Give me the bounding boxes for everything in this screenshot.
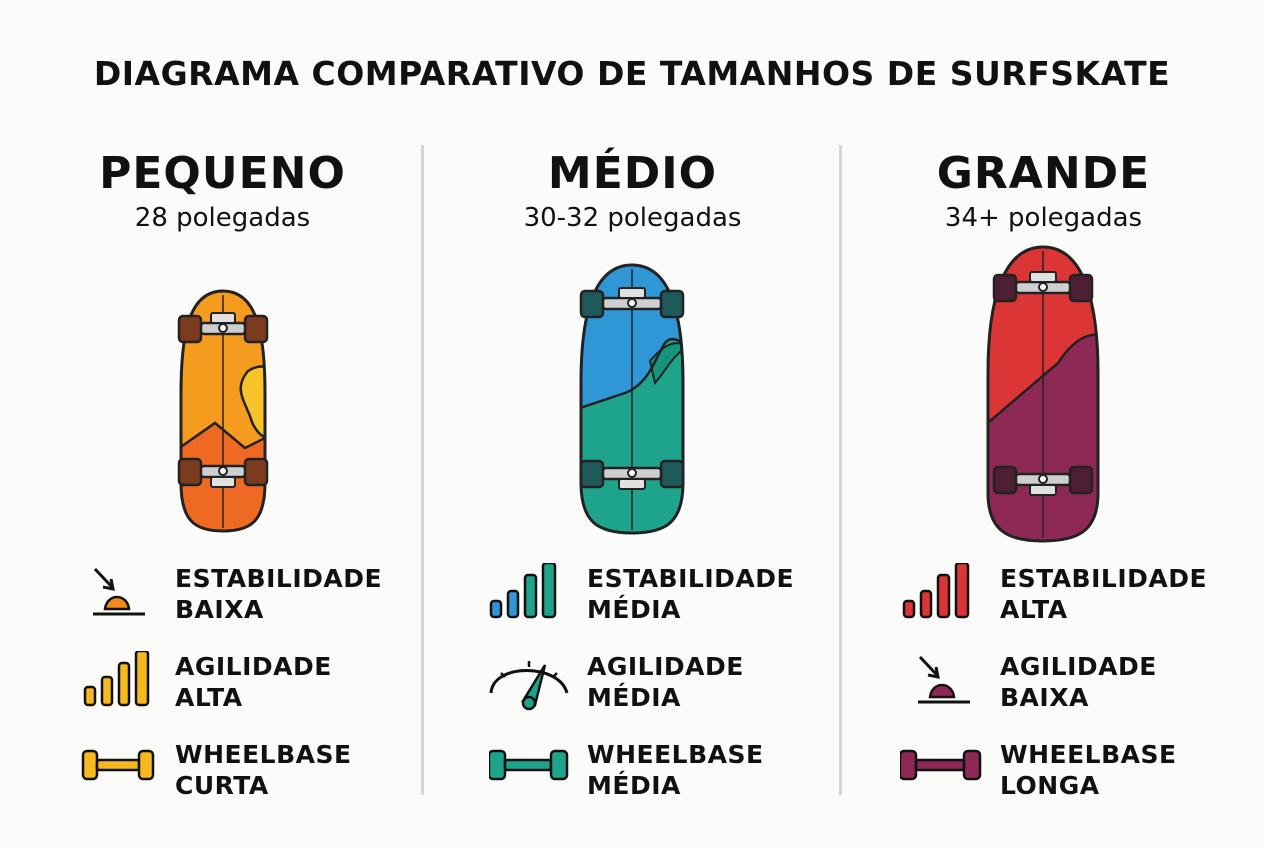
attr-value: LONGA: [1000, 771, 1100, 800]
attr-value: CURTA: [175, 771, 269, 800]
attr-agility: AGILIDADE BAIXA: [836, 651, 1251, 729]
attr-label: WHEELBASE: [175, 740, 352, 769]
axle-icon: [489, 749, 569, 781]
column-medium: MÉDIO 30-32 polegadas: [425, 145, 840, 825]
attr-value: MÉDIA: [587, 771, 681, 800]
bars-icon: [489, 563, 557, 619]
attr-agility: AGILIDADE ALTA: [15, 651, 430, 729]
axle-icon: [900, 749, 982, 781]
low-dome-icon: [918, 655, 970, 704]
low-dome-icon: [93, 567, 145, 616]
attr-label: WHEELBASE: [587, 740, 764, 769]
attr-value: ALTA: [175, 683, 243, 712]
attr-value: MÉDIA: [587, 595, 681, 624]
surfskate-large-icon: [986, 245, 1100, 543]
attr-label: WHEELBASE: [1000, 740, 1177, 769]
column-large: GRANDE 34+ polegadas: [836, 145, 1251, 825]
attr-label: ESTABILIDADE: [175, 564, 383, 593]
gauge-icon: [489, 661, 569, 711]
attr-wheelbase: WHEELBASE CURTA: [15, 739, 430, 817]
column-small: PEQUENO 28 polegadas: [15, 145, 430, 825]
size-heading: PEQUENO: [99, 148, 346, 199]
attr-value: MÉDIA: [587, 683, 681, 712]
attr-agility: AGILIDADE MÉDIA: [425, 651, 840, 729]
attr-label: AGILIDADE: [587, 652, 744, 681]
attr-label: ESTABILIDADE: [587, 564, 795, 593]
size-length: 28 polegadas: [134, 203, 311, 233]
attr-label: AGILIDADE: [175, 652, 332, 681]
axle-icon: [81, 749, 155, 781]
attr-stability: ESTABILIDADE ALTA: [836, 563, 1251, 641]
attr-stability: ESTABILIDADE MÉDIA: [425, 563, 840, 641]
attr-label: ESTABILIDADE: [1000, 564, 1208, 593]
column-divider: [839, 145, 842, 795]
attr-value: BAIXA: [1000, 683, 1089, 712]
size-heading: GRANDE: [936, 148, 1151, 199]
page-title: DIAGRAMA COMPARATIVO DE TAMANHOS DE SURF…: [93, 54, 1171, 93]
size-heading: MÉDIO: [547, 148, 718, 199]
attr-wheelbase: WHEELBASE LONGA: [836, 739, 1251, 817]
size-length: 34+ polegadas: [944, 203, 1143, 233]
attr-value: BAIXA: [175, 595, 264, 624]
bars-icon: [902, 563, 970, 619]
attr-wheelbase: WHEELBASE MÉDIA: [425, 739, 840, 817]
surfskate-medium-icon: [579, 263, 685, 535]
surfskate-small-icon: [177, 289, 269, 533]
column-divider: [421, 145, 424, 795]
attr-value: ALTA: [1000, 595, 1068, 624]
bars-icon: [83, 651, 150, 707]
size-length: 30-32 polegadas: [523, 203, 742, 233]
attr-label: AGILIDADE: [1000, 652, 1157, 681]
attr-stability: ESTABILIDADE BAIXA: [15, 563, 430, 641]
